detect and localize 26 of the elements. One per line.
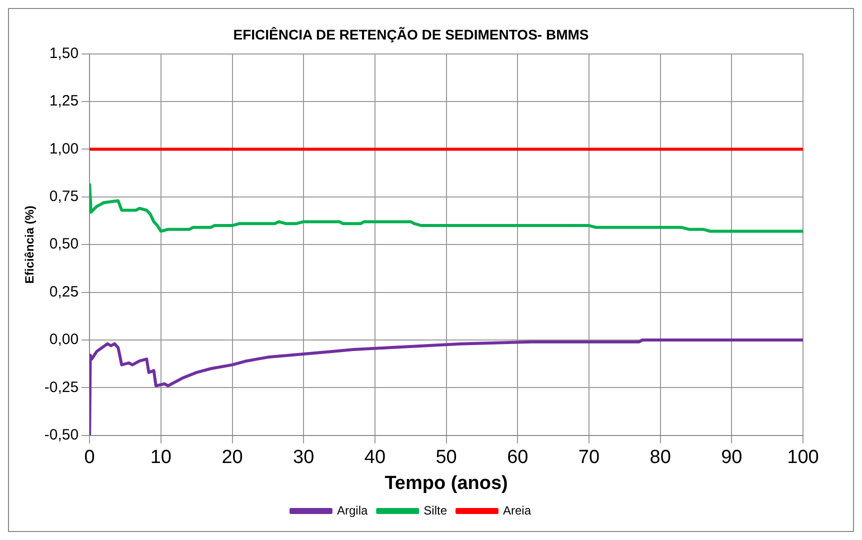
x-tick-label: 60: [507, 447, 528, 468]
y-tick-label: 1,50: [49, 44, 79, 62]
x-tick-label: 20: [222, 447, 243, 468]
x-tick-label: 50: [436, 447, 457, 468]
chart-title: EFICIÊNCIA DE RETENÇÃO DE SEDIMENTOS- BMMS: [233, 26, 589, 42]
y-tick-label: 0,25: [49, 283, 79, 300]
y-tick-label: -0,25: [44, 378, 79, 396]
y-tick-label: 1,00: [49, 140, 79, 158]
x-tick-label: 0: [84, 447, 95, 468]
legend-label: Silte: [424, 503, 448, 518]
x-tick-label: 10: [150, 447, 172, 468]
x-tick-label: 90: [721, 447, 742, 468]
y-tick-label: 1,25: [49, 92, 79, 110]
x-tick-label: 30: [293, 447, 314, 468]
x-tick-label: 80: [650, 447, 671, 468]
legend-label: Argila: [336, 503, 368, 518]
y-tick-label: -0,50: [44, 426, 79, 444]
y-axis-title: Eficiência (%): [22, 206, 37, 284]
x-axis-title: Tempo (anos): [384, 472, 508, 494]
y-tick-label: 0,75: [49, 188, 79, 206]
x-tick-label: 70: [578, 447, 600, 468]
y-tick-label: 0,00: [49, 331, 79, 348]
x-tick-label: 100: [787, 447, 819, 468]
legend-label: Areia: [503, 503, 532, 518]
y-tick-label: 0,50: [49, 236, 79, 253]
x-tick-label: 40: [364, 447, 386, 468]
